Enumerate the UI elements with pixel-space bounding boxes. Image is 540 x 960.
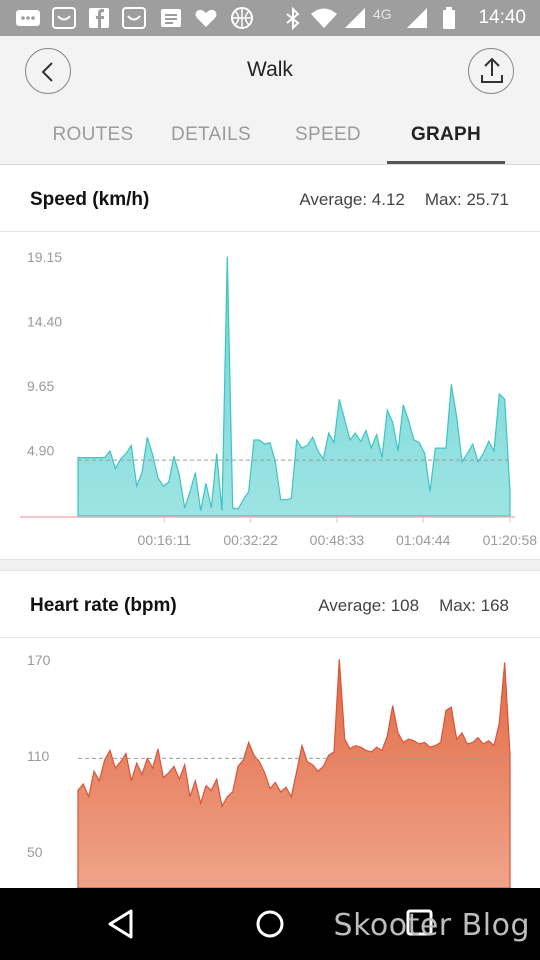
heart-rate-series-area [77, 659, 511, 888]
speed-y-tick-label: 19.15 [27, 249, 62, 265]
mi-fit-icon [52, 7, 76, 29]
home-nav-icon[interactable] [254, 908, 286, 940]
speed-card: Speed (km/h) Average: 4.12 Max: 25.71 19.… [0, 165, 540, 559]
speed-average: Average: 4.12 [299, 190, 405, 209]
tab-speed[interactable]: SPEED [295, 124, 361, 145]
active-tab-indicator [387, 161, 505, 164]
bluetooth-icon [286, 7, 300, 31]
heart-icon [195, 9, 217, 27]
speed-series-area [77, 256, 511, 517]
mi-fit-icon [122, 7, 146, 29]
speed-stats: Average: 4.12 Max: 25.71 [299, 190, 509, 210]
heart-rate-average: Average: 108 [318, 596, 420, 615]
speed-chart-title: Speed (km/h) [30, 189, 150, 210]
notes-icon [161, 9, 181, 27]
speed-x-tick-label: 01:04:44 [396, 532, 451, 548]
speed-y-tick-label: 4.90 [27, 443, 54, 459]
basketball-icon [231, 7, 253, 29]
speed-chart: 19.15 14.40 9.65 4.90 00:16:11 00:32:22 00:48:… [20, 249, 538, 548]
speed-card-header: Speed (km/h) Average: 4.12 Max: 25.71 [0, 165, 540, 232]
heart-rate-chart-title: Heart rate (bpm) [30, 595, 177, 616]
heart-rate-y-tick-label: 50 [27, 844, 43, 860]
back-nav-icon[interactable] [106, 908, 136, 940]
app-header: Walk ROUTES DETAILS SPEED GRAPH [0, 36, 540, 165]
speed-x-tick-label: 00:16:11 [138, 532, 192, 548]
page-title: Walk [247, 58, 293, 81]
tab-routes[interactable]: ROUTES [52, 124, 134, 145]
heart-rate-card-header: Heart rate (bpm) Average: 108 Max: 168 [0, 571, 540, 638]
tab-bar: ROUTES DETAILS SPEED GRAPH [0, 114, 540, 164]
navigation-bar: Skooter Blog [0, 888, 540, 960]
status-bar: 4G 14:40 [0, 0, 540, 36]
clock: 14:40 [478, 7, 526, 28]
section-divider [0, 559, 540, 571]
header-divider [0, 164, 540, 165]
facebook-icon [89, 8, 109, 28]
watermark: Skooter Blog [333, 908, 530, 943]
speed-max: Max: 25.71 [424, 190, 509, 209]
share-button[interactable] [468, 48, 514, 94]
heart-rate-card: Heart rate (bpm) Average: 108 Max: 168 17… [0, 571, 540, 888]
speed-y-tick-label: 9.65 [27, 378, 54, 394]
signal-icon [407, 8, 427, 28]
chat-icon [16, 10, 40, 26]
speed-x-tick-label: 00:32:22 [223, 532, 278, 548]
upload-icon [481, 57, 503, 83]
network-type: 4G [373, 6, 392, 22]
tab-graph[interactable]: GRAPH [410, 124, 482, 145]
chevron-left-icon [41, 62, 53, 82]
heart-rate-y-tick-label: 170 [27, 652, 51, 668]
wifi-icon [311, 8, 337, 28]
heart-rate-stats: Average: 108 Max: 168 [318, 596, 509, 616]
back-button[interactable] [25, 48, 71, 94]
heart-rate-chart: 170 110 50 [27, 652, 511, 888]
speed-x-tick-label: 00:48:33 [310, 532, 365, 548]
speed-x-tick-label: 01:20:58 [483, 532, 538, 548]
signal-icon [345, 8, 365, 28]
heart-rate-y-tick-label: 110 [27, 748, 50, 764]
recents-nav-icon[interactable] [405, 908, 435, 938]
battery-icon [443, 7, 455, 29]
heart-rate-max: Max: 168 [439, 596, 509, 615]
tab-details[interactable]: DETAILS [171, 124, 251, 145]
speed-y-tick-label: 14.40 [27, 314, 62, 330]
